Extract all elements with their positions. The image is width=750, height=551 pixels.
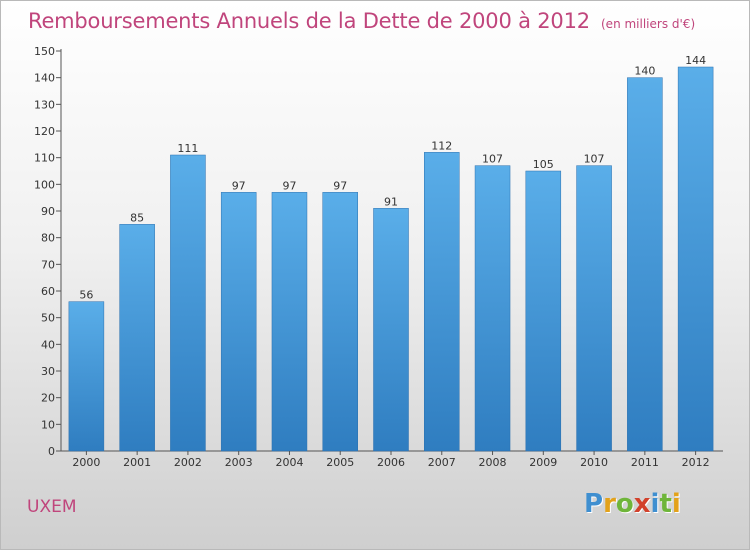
x-tick-label-2011: 2011: [631, 456, 659, 469]
data-label-2008: 107: [482, 153, 503, 166]
x-tick-label-2001: 2001: [123, 456, 151, 469]
location-name: UXEM: [27, 497, 77, 517]
y-tick-label: 80: [41, 232, 55, 245]
y-tick-label: 20: [41, 392, 55, 405]
x-tick-label-2000: 2000: [72, 456, 100, 469]
x-tick-label-2010: 2010: [580, 456, 608, 469]
y-tick-label: 140: [34, 72, 55, 85]
y-tick-label: 130: [34, 98, 55, 111]
logo-letter: o: [615, 489, 634, 519]
bar-2006: [373, 208, 409, 452]
bar-2001: [119, 224, 155, 452]
data-label-2012: 144: [685, 54, 706, 67]
y-tick-label: 110: [34, 152, 55, 165]
y-tick-label: 100: [34, 178, 55, 191]
logo-letter: i: [650, 489, 660, 519]
bar-2000: [68, 301, 105, 452]
bar-2010: [576, 165, 612, 452]
y-tick-label: 150: [34, 45, 55, 58]
x-tick-label-2006: 2006: [377, 456, 405, 469]
y-tick-label: 30: [41, 365, 55, 378]
data-label-2007: 112: [431, 139, 452, 152]
y-tick-label: 10: [41, 418, 55, 431]
bar-2012: [677, 66, 714, 452]
y-tick-label: 50: [41, 312, 55, 325]
data-label-2005: 97: [333, 179, 347, 192]
data-label-2010: 107: [584, 153, 605, 166]
x-tick-label-2007: 2007: [428, 456, 456, 469]
x-tick-label-2009: 2009: [529, 456, 557, 469]
y-tick-label: 90: [41, 205, 55, 218]
x-tick-label-2012: 2012: [682, 456, 710, 469]
data-label-2000: 56: [79, 289, 93, 302]
data-label-2004: 97: [282, 179, 296, 192]
bar-2002: [170, 154, 206, 452]
proxiti-logo: Proxiti: [584, 489, 681, 519]
logo-letter: i: [671, 489, 681, 519]
data-label-2011: 140: [634, 65, 655, 78]
title-block: Remboursements Annuels de la Dette de 20…: [28, 9, 695, 33]
x-tick-label-2004: 2004: [275, 456, 303, 469]
data-label-2001: 85: [130, 211, 144, 224]
x-tick-label-2008: 2008: [479, 456, 507, 469]
bar-2008: [474, 165, 511, 452]
logo-letter: x: [633, 489, 651, 519]
bar-2007: [424, 152, 460, 452]
bar-2005: [322, 192, 358, 452]
logo-letter: r: [603, 489, 616, 519]
data-label-2009: 105: [533, 158, 554, 171]
data-label-2003: 97: [232, 179, 246, 192]
data-label-2002: 111: [177, 142, 198, 155]
bar-2009: [525, 170, 562, 452]
y-tick-label: 40: [41, 338, 55, 351]
chart-title: Remboursements Annuels de la Dette de 20…: [28, 9, 590, 33]
x-tick-label-2005: 2005: [326, 456, 354, 469]
bar-2004: [271, 192, 308, 452]
y-tick-label: 0: [48, 445, 55, 458]
y-tick-label: 120: [34, 125, 55, 138]
x-tick-label-2002: 2002: [174, 456, 202, 469]
logo-letter: P: [584, 489, 604, 519]
bar-2011: [627, 77, 663, 452]
y-tick-label: 70: [41, 258, 55, 271]
logo-letter: t: [659, 489, 672, 519]
x-tick-label-2003: 2003: [225, 456, 253, 469]
y-tick-label: 60: [41, 285, 55, 298]
bar-2003: [220, 192, 257, 452]
data-label-2006: 91: [384, 195, 398, 208]
chart-subtitle: (en milliers d'€): [601, 17, 696, 31]
